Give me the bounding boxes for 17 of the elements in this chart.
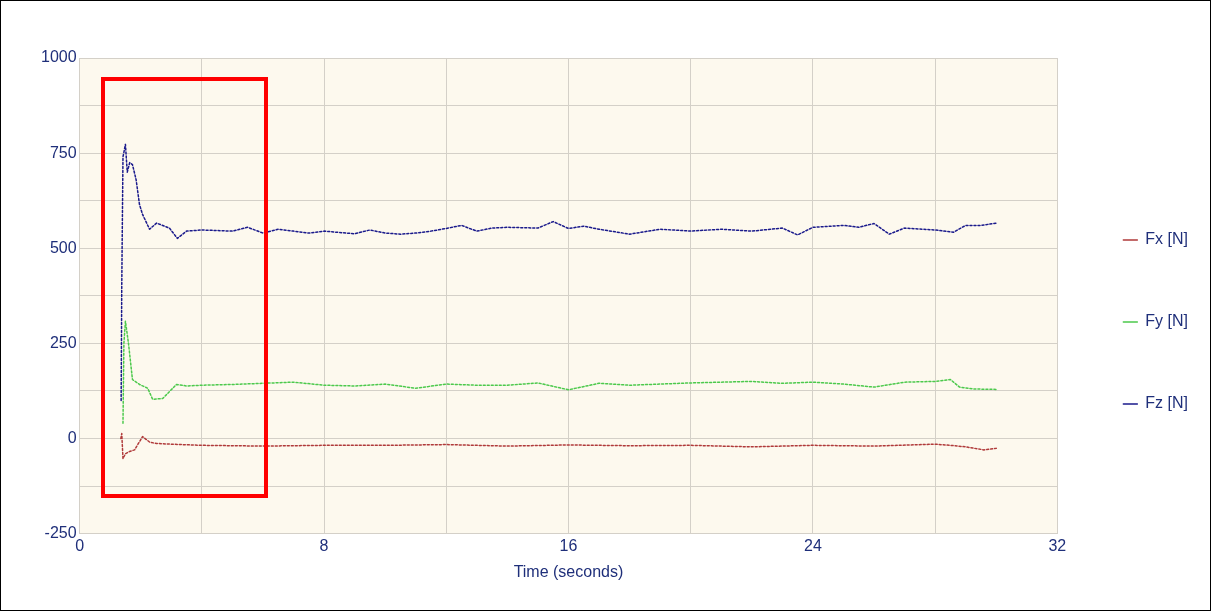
x-tick-label: 8 xyxy=(319,536,329,554)
y-tick-label: 250 xyxy=(49,333,77,351)
legend-label: Fy [N] xyxy=(1145,312,1189,330)
y-tick-label: 500 xyxy=(49,238,77,256)
legend-label: Fz [N] xyxy=(1145,394,1189,412)
line-series xyxy=(122,320,997,425)
line-series xyxy=(120,143,997,402)
legend-label: Fx [N] xyxy=(1145,230,1189,248)
x-axis-title: Time (seconds) xyxy=(513,562,624,580)
line-series xyxy=(120,432,997,460)
x-tick-label: 32 xyxy=(1048,536,1067,554)
x-tick-label: 24 xyxy=(804,536,822,554)
y-tick-label: -250 xyxy=(44,524,77,542)
y-tick-label: 0 xyxy=(67,428,77,446)
y-tick-label: 1000 xyxy=(41,48,77,66)
x-tick-label: 16 xyxy=(559,536,578,554)
y-tick-label: 750 xyxy=(49,143,77,161)
